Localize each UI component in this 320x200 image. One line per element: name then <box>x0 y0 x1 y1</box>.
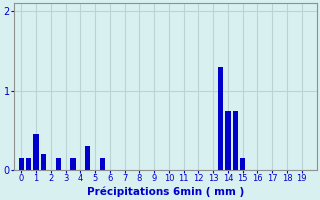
Bar <box>218 67 223 170</box>
Bar <box>41 154 46 170</box>
Bar <box>240 158 245 170</box>
Bar <box>56 158 61 170</box>
Bar <box>225 111 230 170</box>
Bar <box>100 158 105 170</box>
Bar <box>70 158 76 170</box>
Bar <box>34 134 39 170</box>
Bar <box>233 111 238 170</box>
X-axis label: Précipitations 6min ( mm ): Précipitations 6min ( mm ) <box>87 186 244 197</box>
Bar <box>19 158 24 170</box>
Bar <box>85 146 90 170</box>
Bar <box>26 158 31 170</box>
